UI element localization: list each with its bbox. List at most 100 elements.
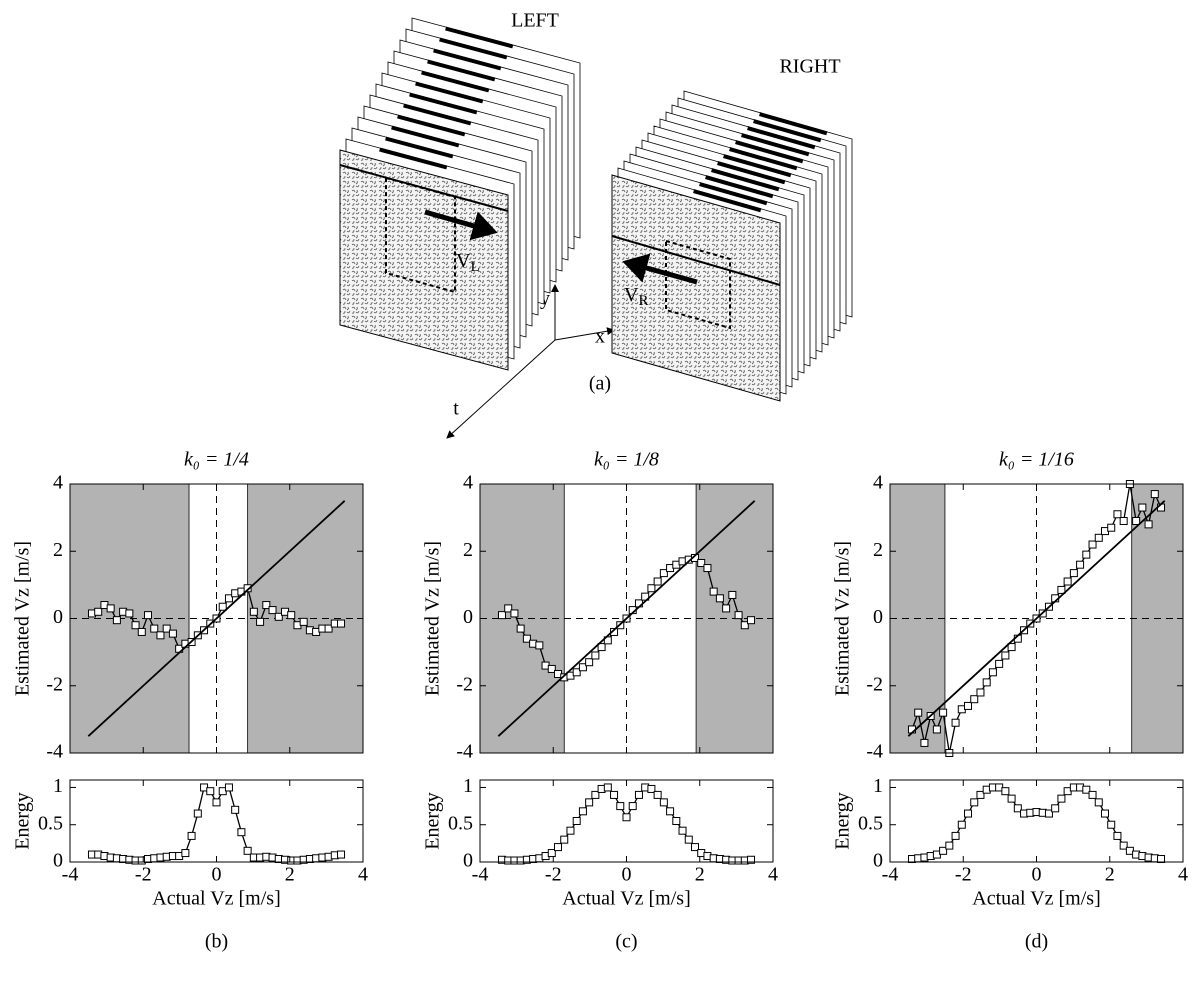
marker: [977, 689, 984, 696]
marker: [145, 612, 152, 619]
marker: [250, 608, 257, 615]
y-tick-label: 0: [873, 606, 883, 628]
y-tick-label: 0.5: [858, 812, 883, 834]
axis-label: x: [595, 326, 605, 348]
y-tick-label: 4: [463, 472, 473, 494]
y-axis-label: Estimated Vz [m/s]: [12, 541, 34, 696]
marker: [958, 821, 965, 828]
x-tick-label: 0: [212, 864, 222, 886]
stack-label: LEFT: [511, 10, 559, 32]
y-tick-label: -4: [866, 741, 883, 763]
marker: [940, 709, 947, 716]
marker: [1058, 795, 1065, 802]
axis-x: [555, 330, 614, 340]
caption: (a): [589, 373, 611, 395]
marker: [169, 630, 176, 637]
marker: [257, 618, 264, 625]
x-axis-label: Actual Vz [m/s]: [152, 888, 281, 910]
marker: [648, 585, 655, 592]
y-axis-label: Energy: [832, 792, 854, 849]
marker: [654, 791, 661, 798]
marker: [635, 791, 642, 798]
marker: [232, 806, 239, 813]
marker: [1151, 491, 1158, 498]
y-tick-label: 0: [463, 606, 473, 628]
x-tick-label: 4: [358, 864, 368, 886]
y-tick-label: -2: [456, 673, 473, 695]
y-tick-label: -4: [46, 741, 63, 763]
marker: [567, 827, 574, 834]
axis-label: t: [453, 398, 459, 420]
x-tick-label: -4: [62, 864, 79, 886]
x-axis-label: Actual Vz [m/s]: [972, 888, 1101, 910]
y-tick-label: -2: [866, 673, 883, 695]
marker: [579, 808, 586, 815]
marker: [1145, 521, 1152, 528]
marker: [498, 612, 505, 619]
marker: [269, 607, 276, 614]
y-axis-label: Estimated Vz [m/s]: [422, 541, 444, 696]
marker: [1158, 856, 1165, 863]
marker: [188, 832, 195, 839]
marker: [1101, 810, 1108, 817]
marker: [555, 844, 562, 851]
velocity-label-sub: R: [638, 293, 648, 309]
marker: [983, 679, 990, 686]
marker: [1120, 517, 1127, 524]
marker: [679, 827, 686, 834]
y-tick-label: -2: [46, 673, 63, 695]
x-tick-label: 0: [622, 864, 632, 886]
marker: [685, 836, 692, 843]
marker: [586, 659, 593, 666]
marker: [989, 669, 996, 676]
marker: [1083, 551, 1090, 558]
marker: [623, 814, 630, 821]
marker: [654, 578, 661, 585]
marker: [288, 612, 295, 619]
marker: [1108, 524, 1115, 531]
x-tick-label: 2: [1105, 864, 1115, 886]
marker: [1095, 534, 1102, 541]
marker: [95, 608, 102, 615]
marker: [213, 799, 220, 806]
x-tick-label: -4: [882, 864, 899, 886]
marker: [748, 617, 755, 624]
caption: (c): [615, 931, 637, 953]
marker: [971, 799, 978, 806]
marker: [113, 617, 120, 624]
marker: [1089, 541, 1096, 548]
marker: [1089, 791, 1096, 798]
y-tick-label: 4: [53, 472, 63, 494]
marker: [921, 739, 928, 746]
marker: [1139, 504, 1146, 511]
figure: yxt(a)VLVRLEFTRIGHT -4-2024k₀ = 1/4Estim…: [0, 0, 1204, 984]
marker: [933, 726, 940, 733]
x-tick-label: 4: [1178, 864, 1188, 886]
y-tick-label: 0.5: [38, 812, 63, 834]
x-tick-label: 4: [768, 864, 778, 886]
marker: [1002, 652, 1009, 659]
y-axis-label: Energy: [12, 792, 34, 849]
marker: [971, 696, 978, 703]
marker: [157, 632, 164, 639]
marker: [1133, 517, 1140, 524]
y-tick-label: 2: [463, 539, 473, 561]
x-axis-label: Actual Vz [m/s]: [562, 888, 691, 910]
y-tick-label: -4: [456, 741, 473, 763]
y-tick-label: 0.5: [448, 812, 473, 834]
y-tick-label: 4: [873, 472, 883, 494]
chart-title: k₀ = 1/8: [594, 449, 659, 471]
marker: [107, 605, 114, 612]
marker: [573, 818, 580, 825]
marker: [511, 610, 518, 617]
marker: [1114, 511, 1121, 518]
marker: [1070, 570, 1077, 577]
marker: [1077, 561, 1084, 568]
x-tick-label: 0: [1032, 864, 1042, 886]
marker: [219, 603, 226, 610]
marker: [952, 832, 959, 839]
caption: (d): [1025, 931, 1048, 953]
marker: [611, 791, 618, 798]
y-axis-label: Estimated Vz [m/s]: [832, 541, 854, 696]
